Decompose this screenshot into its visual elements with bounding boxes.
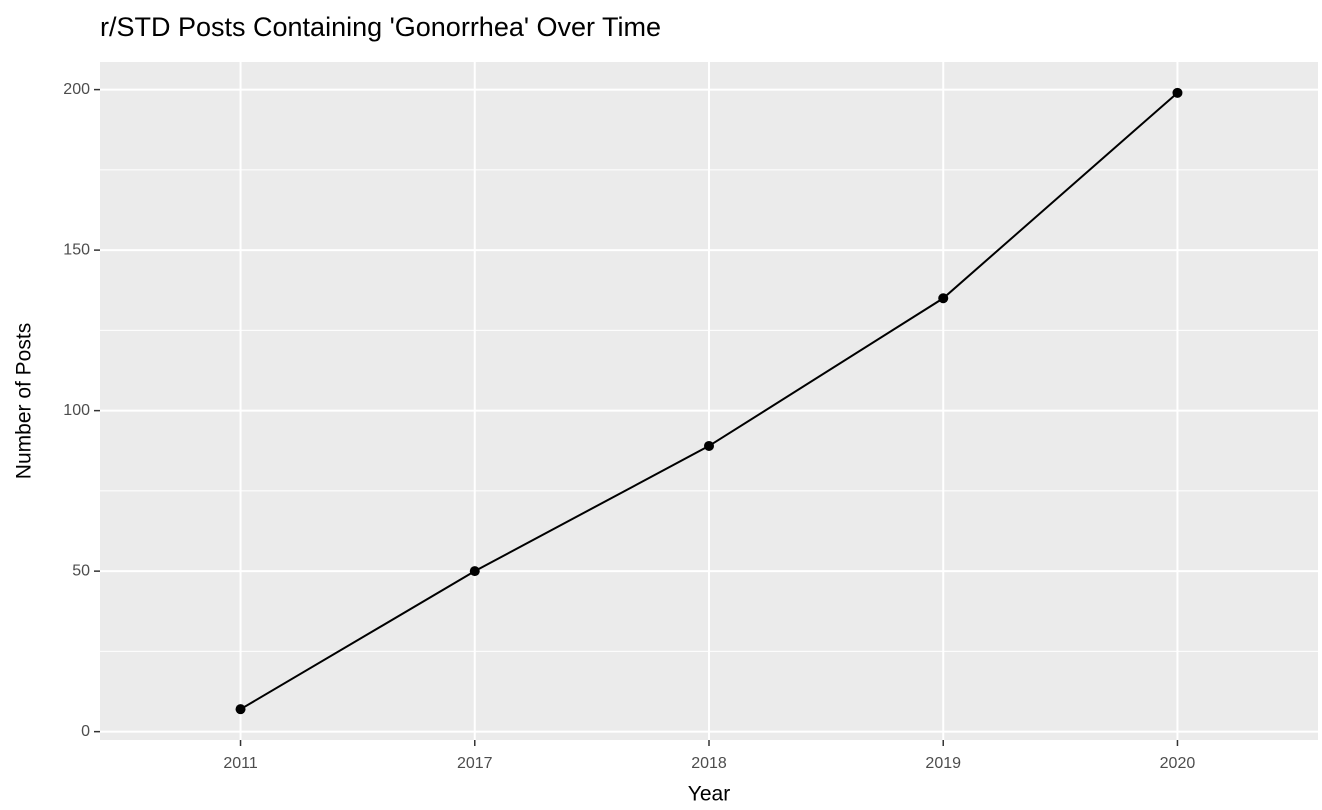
x-tick-label: 2018 (691, 755, 727, 772)
point (469, 566, 480, 577)
point (1172, 87, 1183, 98)
x-tick-label: 2020 (1160, 755, 1196, 772)
chart-title: r/STD Posts Containing 'Gonorrhea' Over … (100, 12, 661, 42)
y-tick-label: 150 (63, 241, 90, 258)
x-tick-label: 2017 (457, 755, 493, 772)
x-axis-title: Year (688, 783, 730, 806)
point (938, 293, 949, 304)
x-tick-label: 2019 (925, 755, 961, 772)
y-tick-label: 50 (72, 562, 90, 579)
point (235, 704, 246, 715)
y-tick-label: 0 (81, 723, 90, 740)
point (704, 440, 714, 451)
y-tick-label: 100 (63, 402, 90, 419)
x-tick-label: 2011 (223, 755, 258, 772)
y-tick-label: 200 (63, 81, 90, 98)
y-axis-title: Number of Posts (13, 323, 36, 479)
